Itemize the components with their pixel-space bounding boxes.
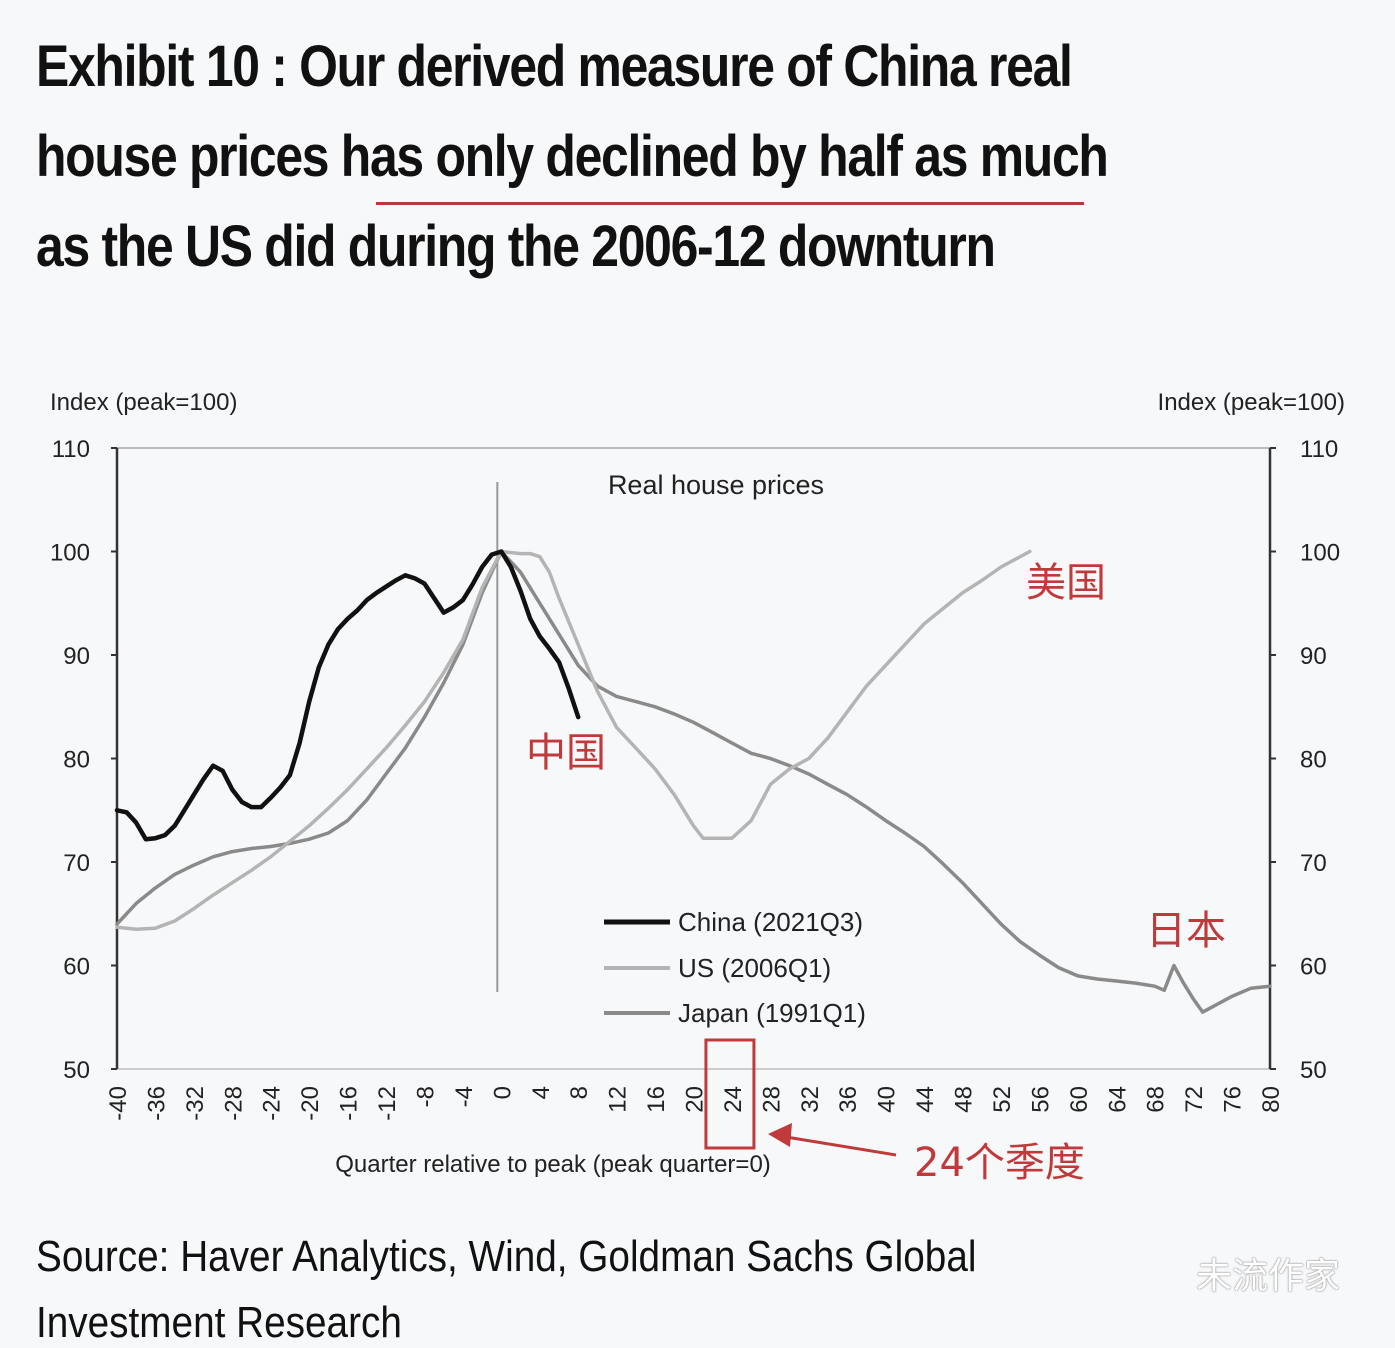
x-tick-label: 60 [1066, 1086, 1093, 1113]
x-tick-label: -16 [336, 1086, 363, 1121]
x-axis: -40 -36 -32 -28 -24 -20 -16 -12 -8 -4 0 4 8 12 16 20 24 2… [105, 1086, 1285, 1121]
legend-label: US (2006Q1) [678, 953, 831, 983]
x-tick-label: 40 [874, 1086, 901, 1113]
x-tick-label: -40 [105, 1086, 132, 1121]
y-tick-label: 90 [63, 643, 90, 670]
us-annotation: 美国 [1026, 560, 1106, 606]
y-tick-label: 70 [63, 850, 90, 877]
y-tick-label: 100 [50, 540, 90, 567]
x-tick-label: 48 [951, 1086, 978, 1113]
x-tick-label: 0 [489, 1086, 516, 1099]
x-tick-label: 8 [566, 1086, 593, 1099]
x-tick-label: 36 [835, 1086, 862, 1113]
series-line-us [115, 549, 1032, 932]
x-tick-label: 52 [989, 1086, 1016, 1113]
chart-title: Real house prices [608, 470, 824, 500]
x-tick-label: 16 [643, 1086, 670, 1113]
y-tick-label-right: 100 [1300, 540, 1340, 567]
x-tick-label: -8 [412, 1086, 439, 1107]
chart-headline: Exhibit 10 : Our derived measure of Chin… [36, 22, 1180, 292]
x-tick-label: 56 [1027, 1086, 1054, 1113]
source-note-line-2: Investment Research [36, 1298, 402, 1347]
x-tick-label: 76 [1220, 1086, 1247, 1113]
japan-annotation: 日本 [1146, 908, 1226, 954]
annotation-arrow-head [768, 1123, 792, 1147]
watermark: 未流作家 [1196, 1256, 1341, 1297]
annotation-arrow-shaft [779, 1134, 897, 1157]
y-tick-label-right: 90 [1300, 643, 1327, 670]
headline-line-2: house prices has only declined by half a… [36, 124, 1109, 189]
x-tick-label: 24 [720, 1086, 747, 1113]
series-line-japan [115, 549, 1272, 1014]
y-tick-label-right: 110 [1300, 436, 1338, 463]
x-tick-label: -36 [143, 1086, 170, 1121]
x-tick-label: 32 [797, 1086, 824, 1113]
y-tick-label: 60 [63, 954, 90, 981]
series-line-china [114, 549, 581, 842]
y-tick-label: 50 [63, 1057, 90, 1084]
x-tick-label: 44 [912, 1086, 939, 1113]
left-y-axis-title: Index (peak=100) [50, 389, 237, 416]
y-tick-label-right: 50 [1300, 1057, 1327, 1084]
x-tick-label: 4 [528, 1086, 555, 1099]
x-tick-label: 64 [1104, 1086, 1131, 1113]
legend-label: China (2021Q3) [678, 907, 863, 937]
x-tick-label: 68 [1143, 1086, 1170, 1113]
x-tick-label: -24 [259, 1086, 286, 1121]
legend-label: Japan (1991Q1) [678, 998, 866, 1028]
left-y-axis: 50 60 70 80 90 100 110 [50, 436, 117, 1084]
right-y-axis: 50 60 70 80 90 100 110 [1270, 436, 1340, 1084]
right-y-axis-title: Index (peak=100) [1158, 389, 1345, 416]
x-tick-label: -4 [451, 1086, 478, 1107]
legend: China (2021Q3) US (2006Q1) Japan (1991Q1) [604, 907, 866, 1028]
source-note-line-1: Source: Haver Analytics, Wind, Goldman S… [36, 1232, 977, 1281]
series-layer [114, 549, 1272, 1014]
x-tick-label: 72 [1181, 1086, 1208, 1113]
y-tick-label-right: 60 [1300, 954, 1327, 981]
x-tick-label: 12 [605, 1086, 632, 1113]
y-tick-label-right: 80 [1300, 747, 1327, 774]
x-tick-label: -12 [374, 1086, 401, 1121]
x-tick-label: 80 [1258, 1086, 1285, 1113]
x-tick-label: -20 [297, 1086, 324, 1121]
y-tick-label: 80 [63, 747, 90, 774]
headline-emphasis-underline [376, 202, 1084, 205]
x-axis-title: Quarter relative to peak (peak quarter=0… [335, 1151, 771, 1178]
quarters-annotation: 24个季度 [914, 1140, 1085, 1186]
x-tick-label: 20 [682, 1086, 709, 1113]
x-tick-label: -32 [182, 1086, 209, 1121]
headline-line-1: Exhibit 10 : Our derived measure of Chin… [36, 34, 1073, 99]
china-annotation: 中国 [526, 730, 606, 776]
y-tick-label-right: 70 [1300, 850, 1327, 877]
y-tick-label: 110 [52, 436, 90, 463]
x-tick-label: -28 [220, 1086, 247, 1121]
highlight-box-24 [704, 1038, 756, 1150]
headline-line-3: as the US did during the 2006-12 downtur… [36, 214, 996, 279]
x-tick-label: 28 [758, 1086, 785, 1113]
